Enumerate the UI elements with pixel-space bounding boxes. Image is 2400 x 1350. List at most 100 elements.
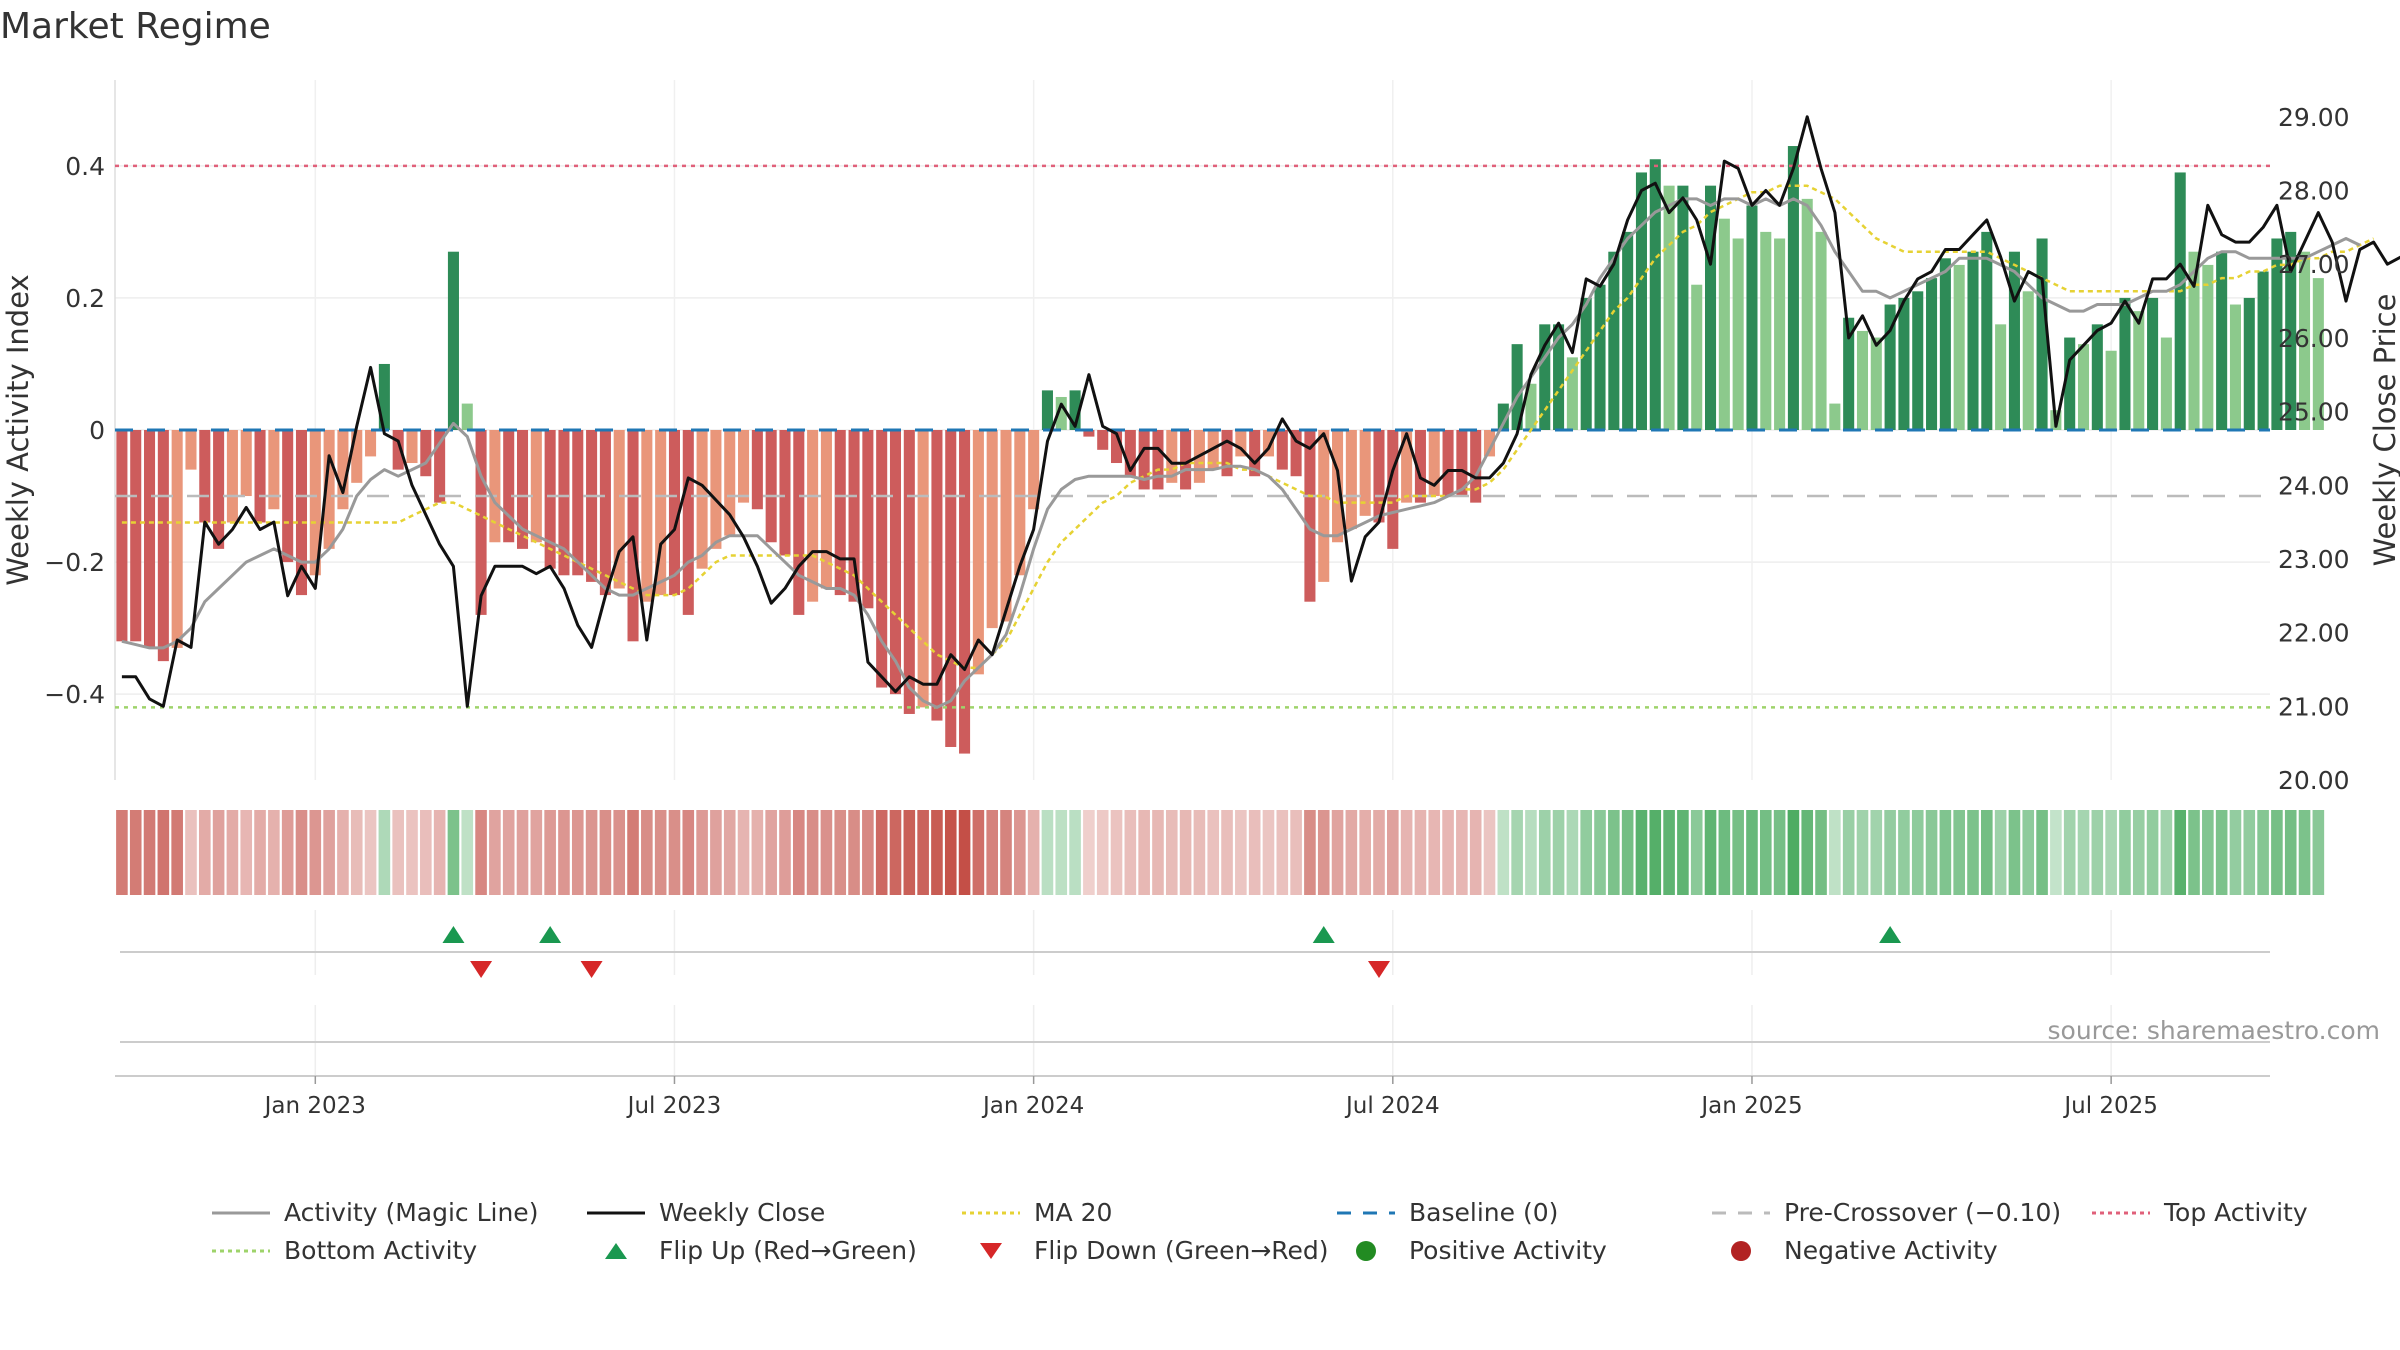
regime-strip-cell	[281, 810, 294, 895]
activity-bar	[696, 430, 708, 569]
activity-bar	[2147, 297, 2159, 430]
activity-bar	[1235, 430, 1247, 457]
activity-bar	[972, 430, 984, 675]
regime-strip-cell	[309, 810, 322, 895]
legend-symbol	[1337, 1211, 1395, 1214]
activity-bar	[1967, 251, 1979, 430]
regime-strip-cell	[1911, 810, 1924, 895]
activity-bar	[1014, 430, 1026, 576]
regime-strip-cell	[2257, 810, 2269, 895]
regime-strip-cell	[2077, 810, 2090, 895]
legend-symbol	[587, 1211, 645, 1214]
regime-strip-cell	[2050, 810, 2062, 895]
regime-strip-cell	[392, 810, 404, 895]
regime-strip-cell	[1677, 810, 1689, 895]
activity-bar	[1829, 403, 1841, 430]
legend-item: Pre-Crossover (−0.10)	[1710, 1198, 2061, 1227]
flip-up-marker	[442, 926, 465, 943]
regime-strip-cell	[1027, 810, 1040, 895]
regime-strip-cell	[1359, 810, 1371, 895]
activity-bar	[1732, 238, 1744, 430]
flip-down-marker	[470, 961, 493, 978]
activity-bar	[2243, 297, 2255, 430]
regime-strip-cell	[240, 810, 253, 895]
regime-strip-cell	[1096, 810, 1109, 895]
regime-strip-cell	[1870, 810, 1883, 895]
activity-bar	[199, 430, 211, 523]
regime-strip-cell	[1552, 810, 1565, 895]
regime-strip-cell	[1069, 810, 1081, 895]
activity-bar	[558, 430, 570, 576]
activity-bar	[820, 430, 832, 589]
regime-strip-cell	[571, 810, 584, 895]
activity-bar	[1649, 159, 1661, 430]
regime-strip-cell	[323, 810, 335, 895]
regime-strip-cell	[875, 810, 888, 895]
activity-bar	[254, 430, 266, 523]
regime-strip-cell	[1414, 810, 1427, 895]
activity-bar	[2285, 231, 2297, 430]
y2-tick-label: 24.00	[2278, 471, 2350, 500]
regime-strip-cell	[2243, 810, 2256, 895]
regime-strip-cell	[2312, 810, 2325, 895]
activity-bar	[793, 430, 805, 615]
activity-bar	[1746, 205, 1758, 430]
legend-item: Bottom Activity	[210, 1236, 477, 1265]
activity-bar	[613, 430, 625, 589]
activity-bar	[1152, 430, 1164, 490]
regime-strip-cell	[862, 810, 874, 895]
activity-bar	[724, 430, 736, 536]
regime-strip-cell	[1759, 810, 1772, 895]
flip-up-marker	[539, 926, 562, 943]
regime-strip-cell	[641, 810, 653, 895]
regime-strip-cell	[1746, 810, 1758, 895]
regime-strip-cell	[1221, 810, 1233, 895]
regime-strip-cell	[613, 810, 626, 895]
activity-bar	[434, 430, 446, 503]
regime-strip-cell	[544, 810, 556, 895]
legend-label: Positive Activity	[1409, 1236, 1607, 1265]
regime-strip-cell	[1387, 810, 1399, 895]
regime-strip-cell	[710, 810, 722, 895]
x-tick-label: Jan 2023	[263, 1093, 366, 1119]
regime-strip-cell	[1345, 810, 1358, 895]
regime-strip-cell	[1055, 810, 1068, 895]
regime-strip-cell	[2188, 810, 2200, 895]
activity-bar	[1856, 330, 1869, 430]
regime-strip-cell	[2132, 810, 2145, 895]
activity-bar	[116, 430, 128, 642]
flip-up-marker	[1879, 926, 1902, 943]
regime-strip-cell	[1594, 810, 1606, 895]
legend-label: Bottom Activity	[284, 1236, 478, 1265]
activity-bar	[1442, 430, 1454, 497]
regime-strip-cell	[1815, 810, 1827, 895]
activity-bar	[2312, 278, 2324, 430]
activity-bar	[1304, 430, 1316, 602]
activity-bar	[1166, 430, 1178, 483]
regime-strip-cell	[2160, 810, 2173, 895]
regime-strip-cell	[1690, 810, 1703, 895]
activity-bar	[1511, 344, 1523, 430]
activity-bar	[1290, 430, 1302, 477]
regime-strip-cell	[1193, 810, 1206, 895]
activity-bar	[1815, 231, 1827, 430]
regime-strip-cell	[1304, 810, 1316, 895]
activity-bar	[1055, 396, 1067, 430]
legend-symbol	[2092, 1211, 2150, 1214]
activity-bar	[1760, 231, 1772, 430]
activity-bar	[1677, 185, 1689, 430]
activity-bar	[2119, 297, 2131, 430]
regime-strip-cell	[1400, 810, 1413, 895]
x-tick-label: Jul 2024	[1344, 1093, 1440, 1119]
activity-bar	[1981, 231, 1993, 430]
activity-bar	[1787, 146, 1799, 431]
regime-strip-cell	[1967, 810, 1979, 895]
regime-strip-cell	[2119, 810, 2131, 895]
regime-strip-cell	[364, 810, 377, 895]
activity-bar	[351, 430, 363, 483]
activity-bar	[1622, 231, 1634, 430]
regime-strip-cell	[1884, 810, 1896, 895]
activity-bar	[226, 430, 238, 523]
legend-symbol-mark	[605, 1242, 627, 1259]
activity-bar	[2271, 238, 2283, 430]
